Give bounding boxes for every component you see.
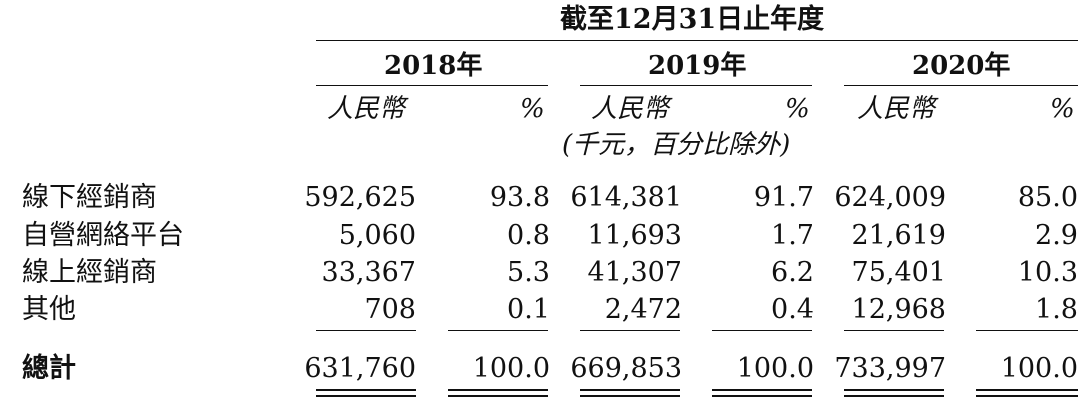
table-cell: 91.7 <box>753 182 814 213</box>
percent-label-2018: % <box>520 94 545 124</box>
total-double-rule <box>580 389 680 391</box>
total-double-rule <box>976 389 1078 391</box>
total-double-rule <box>712 395 812 397</box>
period-rule <box>316 40 1078 41</box>
table-cell: 85.0 <box>1017 182 1078 213</box>
row-label-offline-distributors: 線下經銷商 <box>22 182 157 213</box>
table-cell: 592,625 <box>304 182 416 213</box>
row-label-others: 其他 <box>22 294 76 325</box>
subtotal-rule <box>844 330 944 331</box>
table-cell: 5.3 <box>507 257 550 288</box>
total-double-rule <box>844 395 944 397</box>
table-cell: 0.4 <box>771 294 814 325</box>
table-cell: 10.3 <box>1017 257 1078 288</box>
table-cell: 93.8 <box>489 182 550 213</box>
table-cell: 2.9 <box>1035 220 1078 251</box>
table-cell: 6.2 <box>771 257 814 288</box>
total-cell: 100.0 <box>472 353 550 384</box>
subtotal-rule <box>712 330 812 331</box>
row-label-online-distributors: 線上經銷商 <box>22 257 157 288</box>
table-cell: 708 <box>364 294 416 325</box>
total-cell: 100.0 <box>1000 353 1078 384</box>
table-cell: 33,367 <box>321 257 416 288</box>
percent-label-2019: % <box>785 94 810 124</box>
table-cell: 41,307 <box>587 257 682 288</box>
total-double-rule <box>712 389 812 391</box>
subtotal-rule <box>448 330 548 331</box>
table-cell: 11,693 <box>587 220 682 251</box>
table-cell: 614,381 <box>570 182 682 213</box>
table-cell: 0.8 <box>507 220 550 251</box>
unit-note: (千元，百分比除外) <box>562 130 791 160</box>
total-double-rule <box>976 395 1078 397</box>
total-cell: 631,760 <box>304 353 416 384</box>
year-2018: 2018年 <box>384 51 483 81</box>
subtotal-rule <box>976 330 1078 331</box>
year-2020: 2020年 <box>912 51 1011 81</box>
year-rule-2018 <box>316 85 548 86</box>
currency-label-2018: 人民幣 <box>327 94 406 124</box>
percent-label-2020: % <box>1050 94 1075 124</box>
currency-label-2019: 人民幣 <box>591 94 670 124</box>
year-2019: 2019年 <box>648 51 747 81</box>
table-cell: 5,060 <box>338 220 416 251</box>
table-cell: 12,968 <box>851 294 946 325</box>
total-cell: 669,853 <box>570 353 682 384</box>
subtotal-rule <box>580 330 680 331</box>
total-cell: 100.0 <box>736 353 814 384</box>
subtotal-rule <box>316 330 416 331</box>
total-label: 總計 <box>22 353 76 384</box>
table-cell: 2,472 <box>604 294 682 325</box>
currency-label-2020: 人民幣 <box>857 94 936 124</box>
total-cell: 733,997 <box>834 353 946 384</box>
total-double-rule <box>448 389 548 391</box>
total-double-rule <box>448 395 548 397</box>
row-label-self-operated-online: 自營網絡平台 <box>22 220 184 251</box>
table-cell: 1.7 <box>771 220 814 251</box>
table-cell: 75,401 <box>851 257 946 288</box>
table-cell: 1.8 <box>1035 294 1078 325</box>
year-rule-2019 <box>580 85 812 86</box>
total-double-rule <box>844 389 944 391</box>
table-cell: 0.1 <box>507 294 550 325</box>
year-rule-2020 <box>844 85 1078 86</box>
table-cell: 21,619 <box>851 220 946 251</box>
table-cell: 624,009 <box>834 182 946 213</box>
total-double-rule <box>316 389 416 391</box>
total-double-rule <box>316 395 416 397</box>
period-title: 截至12月31日止年度 <box>560 4 825 35</box>
total-double-rule <box>580 395 680 397</box>
